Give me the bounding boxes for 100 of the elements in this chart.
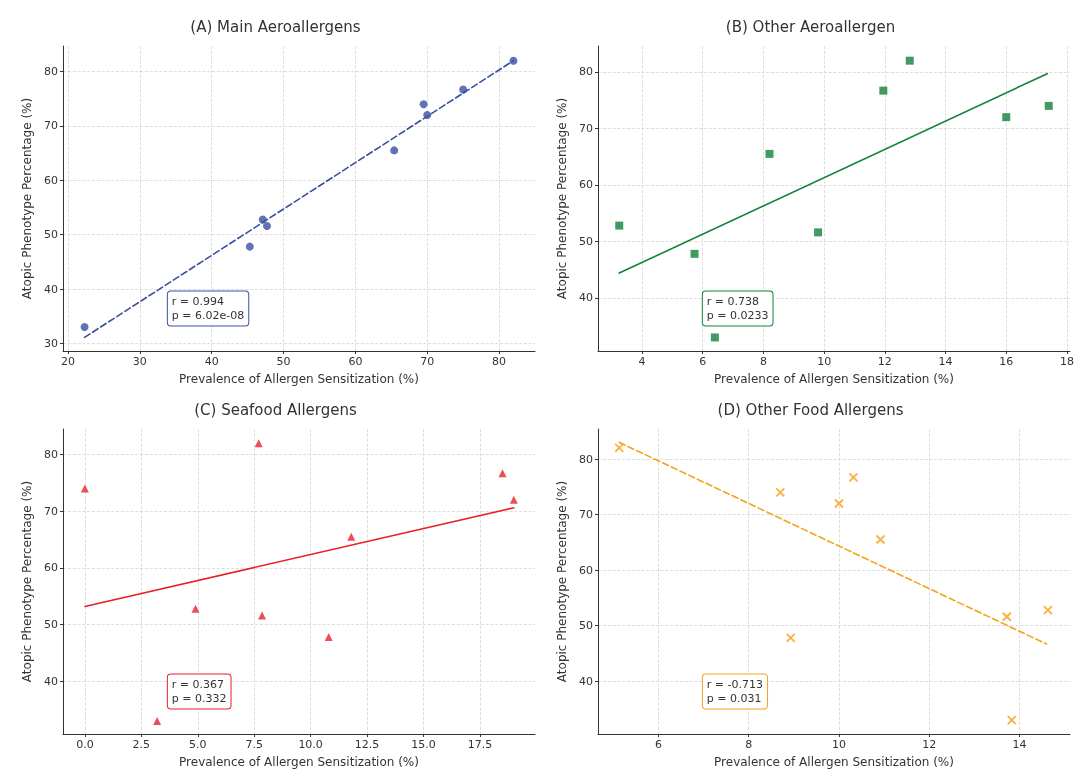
point — [814, 228, 823, 237]
y-tick-label: 40 — [579, 674, 593, 688]
y-axis-title: Atopic Phenotype Percentage (%) — [20, 97, 34, 300]
y-tick-label: 60 — [44, 561, 58, 575]
point — [258, 611, 267, 620]
x-axis-title: Prevalence of Allergen Sensitization (%) — [179, 372, 419, 386]
y-tick-label: 50 — [44, 228, 58, 242]
y-tick-label: 50 — [44, 618, 58, 632]
point — [833, 498, 844, 509]
x-tick-label: 14 — [1012, 738, 1027, 751]
point — [875, 534, 886, 545]
y-tick-label: 50 — [579, 234, 593, 248]
x-tick-label: 18 — [1059, 355, 1074, 368]
x-tick-label: 10 — [817, 355, 832, 368]
x-tick-label: 40 — [204, 355, 219, 368]
y-tick-label: 70 — [44, 504, 58, 518]
x-tick-label: 14 — [938, 355, 953, 368]
x-tick-label: 60 — [348, 355, 363, 368]
y-tick-label: 80 — [579, 65, 593, 79]
x-tick-label: 8 — [745, 738, 753, 751]
point — [80, 323, 89, 332]
point — [459, 85, 468, 94]
x-axis-title: Prevalence of Allergen Sensitization (%) — [714, 755, 954, 769]
y-tick-label: 80 — [579, 452, 593, 466]
y-axis-title: Atopic Phenotype Percentage (%) — [555, 480, 569, 683]
y-tick-label: 60 — [579, 563, 593, 577]
annotation: r = -0.713 p = 0.031 — [706, 678, 764, 706]
point — [1002, 113, 1011, 122]
x-tick-label: 12.5 — [354, 738, 380, 751]
chart-title: (C) Seafood Allergens — [194, 400, 357, 419]
point — [390, 146, 399, 155]
y-tick-label: 70 — [44, 119, 58, 133]
point — [509, 495, 518, 504]
point — [258, 215, 267, 224]
point — [1044, 101, 1053, 110]
y-tick-label: 70 — [579, 508, 593, 522]
x-tick-label: 20 — [61, 355, 76, 368]
x-tick-label: 80 — [492, 355, 507, 368]
point — [615, 221, 624, 230]
point — [419, 100, 428, 109]
y-tick-label: 70 — [579, 121, 593, 135]
point — [848, 472, 859, 483]
point — [765, 149, 774, 158]
chart-title: (A) Main Aeroallergens — [190, 17, 361, 36]
annotation: r = 0.367 p = 0.332 — [171, 678, 227, 706]
annotation: r = 0.738 p = 0.0233 — [706, 295, 769, 323]
point — [785, 632, 796, 643]
point — [775, 487, 786, 498]
point — [509, 56, 518, 65]
y-axis-title: Atopic Phenotype Percentage (%) — [20, 480, 34, 683]
point — [191, 604, 200, 613]
x-tick-label: 17.5 — [467, 738, 493, 751]
point — [347, 532, 356, 541]
x-tick-label: 16 — [999, 355, 1014, 368]
x-axis-title: Prevalence of Allergen Sensitization (%) — [179, 755, 419, 769]
x-tick-label: 5.0 — [189, 738, 207, 751]
point — [710, 333, 719, 342]
x-tick-label: 10.0 — [298, 738, 323, 751]
point — [153, 716, 162, 725]
y-tick-label: 60 — [579, 178, 593, 192]
point — [498, 469, 507, 478]
y-tick-label: 60 — [44, 173, 58, 187]
chart-title: (B) Other Aeroallergen — [725, 17, 896, 36]
x-tick-label: 70 — [420, 355, 435, 368]
point — [80, 484, 89, 493]
y-tick-label: 80 — [44, 448, 58, 462]
y-tick-label: 80 — [44, 65, 58, 79]
y-tick-label: 40 — [44, 282, 58, 296]
y-tick-label: 40 — [579, 291, 593, 305]
point — [324, 633, 333, 642]
x-tick-label: 30 — [132, 355, 147, 368]
chart-title: (D) Other Food Allergens — [717, 400, 904, 419]
y-tick-label: 50 — [579, 619, 593, 633]
y-tick-label: 30 — [44, 336, 58, 350]
point — [879, 86, 888, 95]
point — [423, 111, 432, 120]
x-tick-label: 6 — [699, 355, 707, 368]
x-tick-label: 50 — [276, 355, 291, 368]
point — [1006, 715, 1017, 726]
x-tick-label: 6 — [654, 738, 662, 751]
annotation: r = 0.994 p = 6.02e-08 — [171, 295, 245, 323]
x-tick-label: 4 — [638, 355, 646, 368]
x-tick-label: 10 — [831, 738, 846, 751]
point — [1042, 605, 1053, 616]
y-tick-label: 40 — [44, 674, 58, 688]
point — [245, 242, 254, 251]
x-tick-label: 0.0 — [76, 738, 94, 751]
y-axis-title: Atopic Phenotype Percentage (%) — [555, 97, 569, 300]
point — [1001, 611, 1012, 622]
x-tick-label: 12 — [922, 738, 937, 751]
x-tick-label: 15.0 — [411, 738, 436, 751]
x-axis-title: Prevalence of Allergen Sensitization (%) — [714, 372, 954, 386]
x-tick-label: 8 — [759, 355, 767, 368]
x-tick-label: 7.5 — [245, 738, 263, 751]
point — [905, 56, 914, 65]
x-tick-label: 2.5 — [132, 738, 151, 751]
x-tick-label: 12 — [877, 355, 892, 368]
point — [263, 221, 272, 230]
point — [614, 442, 625, 453]
point — [690, 249, 699, 258]
